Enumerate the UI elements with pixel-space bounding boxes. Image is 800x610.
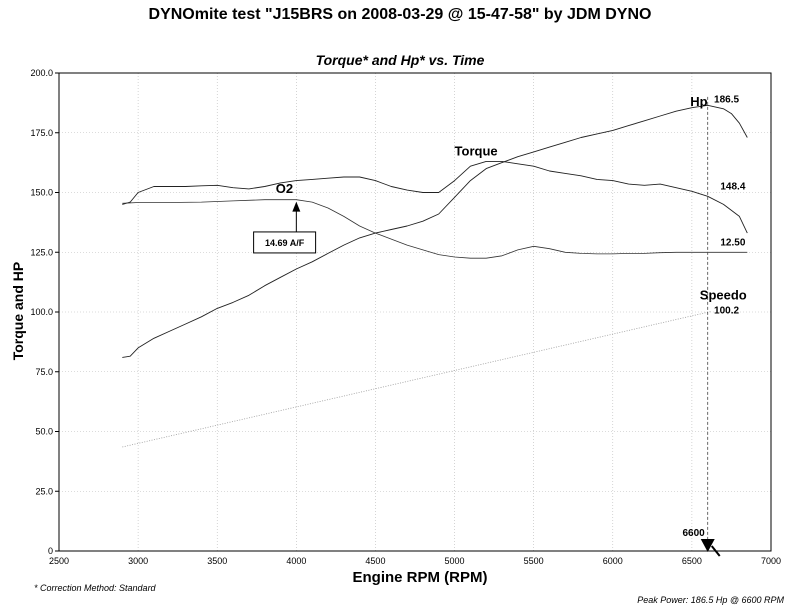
y-tick-label: 100.0 (30, 307, 53, 317)
y-tick-label: 50.0 (35, 427, 53, 437)
grid (58, 72, 772, 552)
x-tick-label: 3000 (128, 556, 148, 566)
x-tick-label: 7000 (761, 556, 781, 566)
torque-series-label: Torque (455, 143, 498, 158)
o2-marker-value: 12.50 (720, 238, 745, 249)
callout-arrowhead (292, 201, 301, 212)
marker-triangle-icon (700, 539, 715, 552)
speedo-series-label: Speedo (700, 288, 747, 303)
series-line-torque (122, 160, 748, 234)
y-axis-label: Torque and HP (10, 261, 26, 361)
x-tick-label: 4000 (286, 556, 306, 566)
peak-power-note: Peak Power: 186.5 Hp @ 6600 RPM (637, 595, 784, 605)
marker-rpm-label: 6600 (682, 528, 705, 539)
y-tick-label: 150.0 (30, 188, 53, 198)
x-axis-label: Engine RPM (RPM) (352, 569, 488, 586)
x-tick-label: 2500 (49, 556, 69, 566)
y-tick-label: 200.0 (30, 68, 53, 78)
callout-box (253, 231, 317, 254)
chart-subtitle: Torque* and Hp* vs. Time (315, 52, 485, 68)
y-tick-label: 0 (48, 546, 53, 556)
torque-marker-value: 148.4 (720, 181, 745, 192)
rpm-marker (700, 96, 721, 557)
marker-tail (710, 545, 721, 557)
speedo-marker-value: 100.2 (714, 306, 739, 317)
series-line-o2 (122, 199, 748, 259)
y-tick-label: 125.0 (30, 247, 53, 257)
series-lines (122, 104, 748, 448)
x-tick-label: 5000 (445, 556, 465, 566)
series-line-hp (122, 104, 748, 358)
hp-peak-value: 186.5 (714, 94, 739, 105)
series-line-speedo (122, 311, 711, 448)
o2-series-label: O2 (276, 181, 293, 196)
x-tick-label: 5500 (524, 556, 544, 566)
x-axis-ticks: 2500 3000 3500 4000 4500 5000 5500 6000 6500 7000 (49, 556, 781, 566)
callout-text: 14.69 A/F (265, 238, 305, 248)
o2-callout: 14.69 A/F (253, 201, 317, 254)
x-tick-label: 4500 (365, 556, 385, 566)
y-tick-label: 175.0 (30, 128, 53, 138)
x-tick-label: 6500 (682, 556, 702, 566)
hp-series-label: Hp (690, 94, 707, 109)
correction-footnote: * Correction Method: Standard (34, 583, 156, 593)
x-tick-label: 6000 (603, 556, 623, 566)
plot-frame (58, 72, 772, 552)
chart-title: DYNOmite test "J15BRS on 2008-03-29 @ 15… (148, 6, 652, 23)
y-tick-label: 75.0 (35, 367, 53, 377)
y-axis-ticks: 0 25.0 50.0 75.0 100.0 125.0 150.0 175.0 200.0 (30, 68, 59, 556)
y-tick-label: 25.0 (35, 486, 53, 496)
x-tick-label: 3500 (207, 556, 227, 566)
